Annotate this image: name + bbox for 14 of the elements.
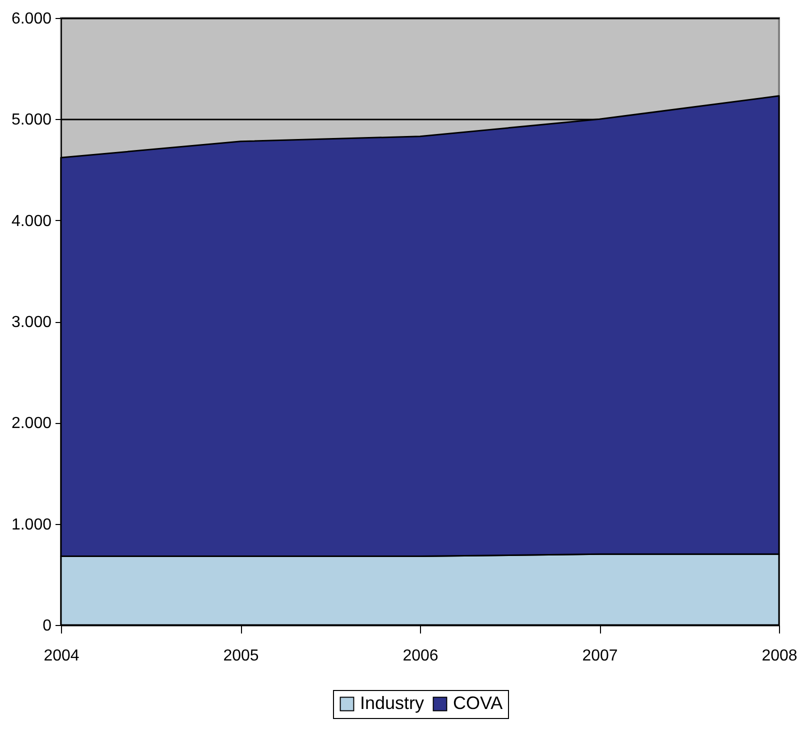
y-tick-label: 6.000: [11, 10, 52, 28]
legend-label: Industry: [360, 693, 424, 713]
x-tick-label: 2004: [44, 648, 80, 664]
y-tick-label: 0: [42, 618, 52, 634]
legend-label: COVA: [453, 693, 503, 713]
y-tick-label: 2.000: [11, 415, 52, 432]
y-tick-label: 5.000: [11, 112, 52, 129]
y-tick-label: 3.000: [11, 314, 52, 331]
x-tick-label: 2005: [223, 648, 259, 664]
x-tick-label: 2006: [402, 648, 438, 664]
y-tick-label: 1.000: [11, 516, 52, 534]
x-tick-label: 2008: [762, 648, 798, 664]
y-tick-label: 4.000: [11, 212, 52, 230]
x-tick-label: 2007: [582, 648, 618, 664]
